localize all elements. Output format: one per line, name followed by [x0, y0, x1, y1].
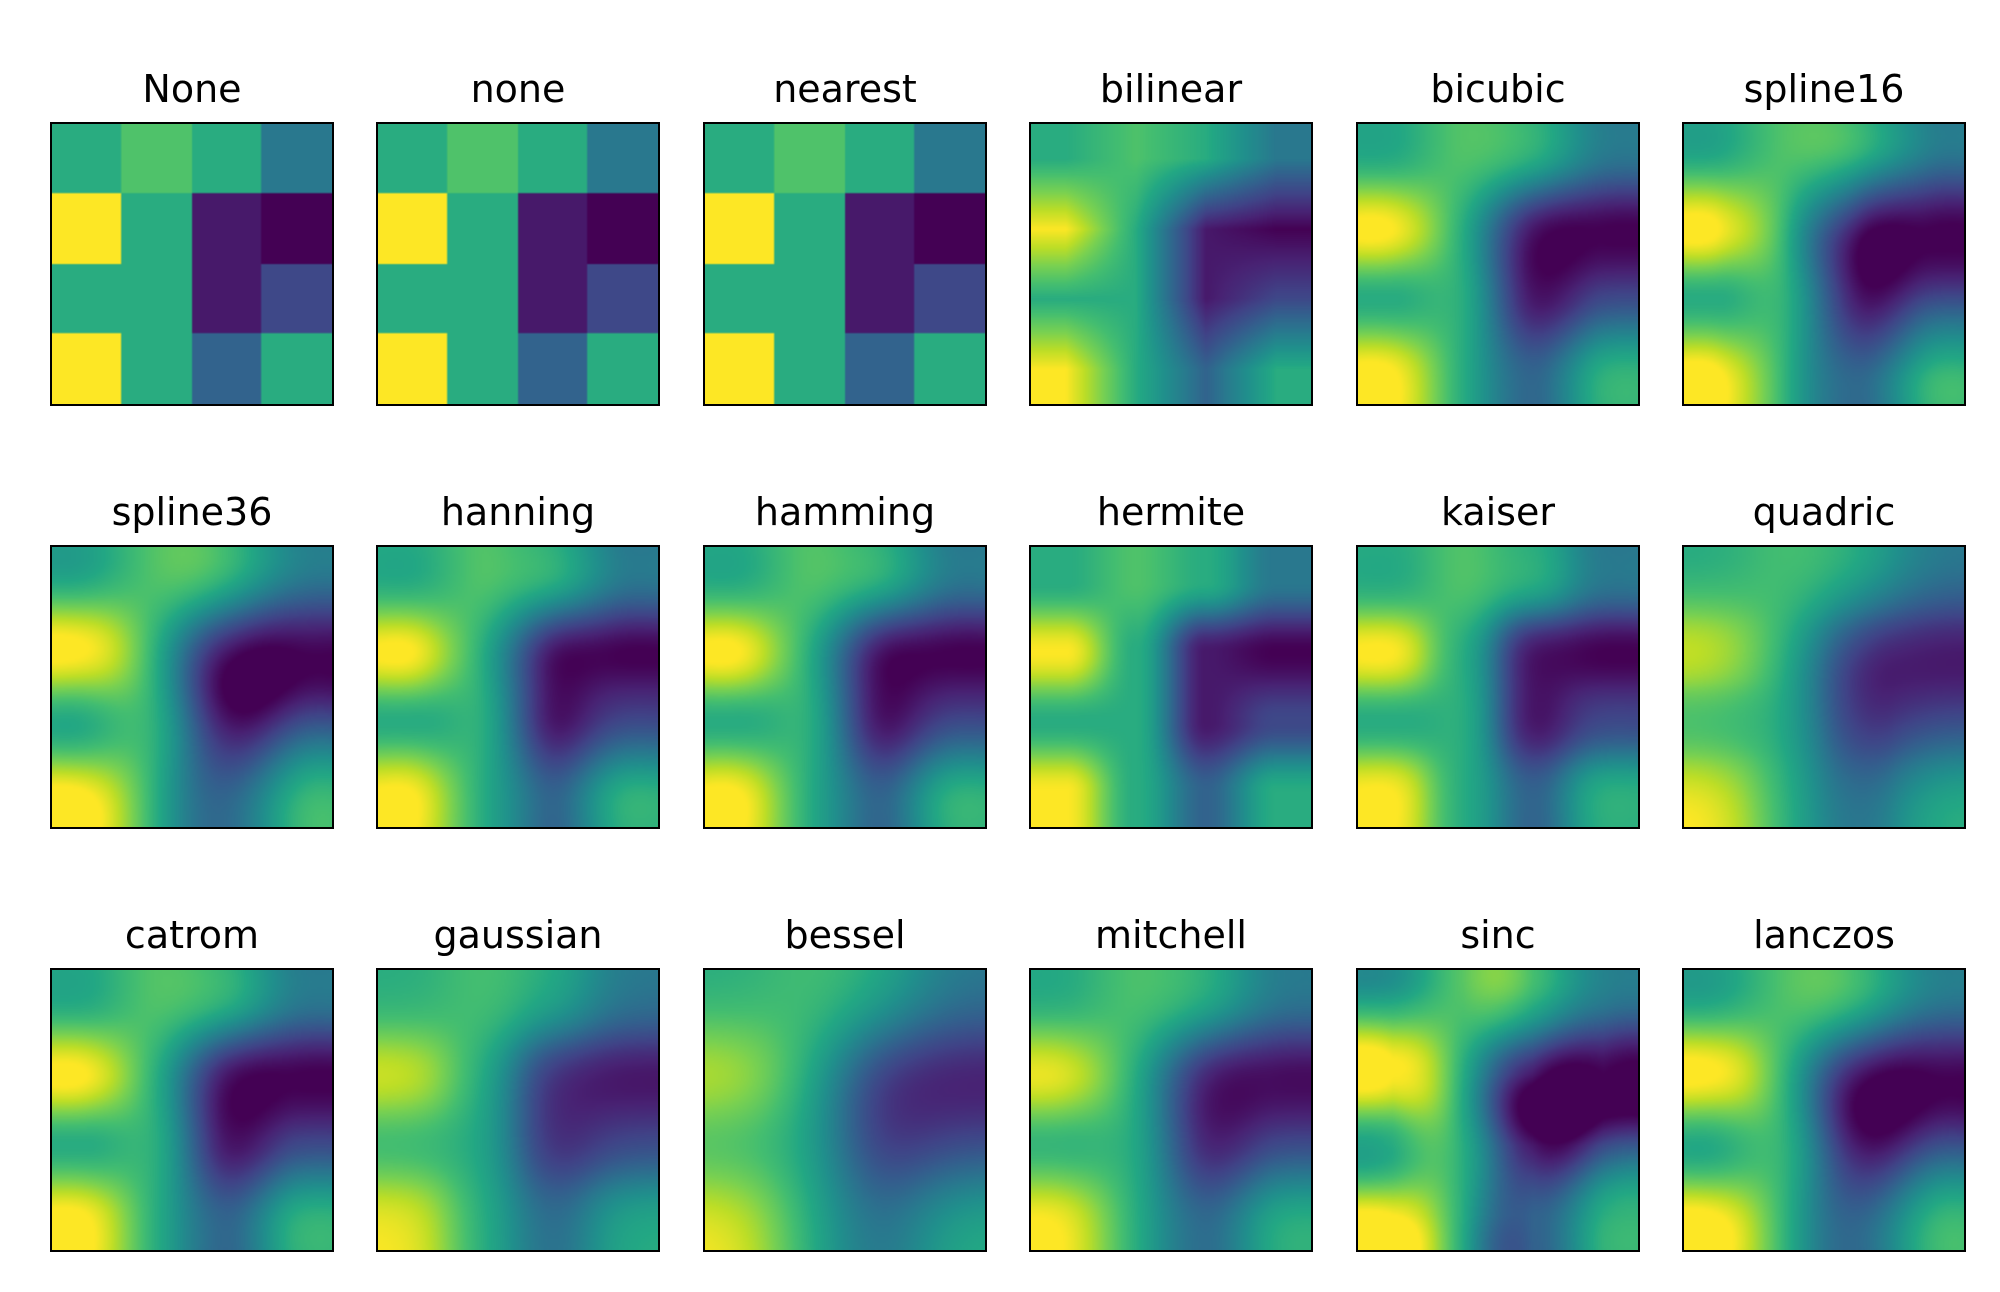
heatmap-image	[50, 122, 334, 406]
heatmap-image	[50, 545, 334, 829]
heatmap-image	[1682, 968, 1966, 1252]
panel-title: quadric	[1752, 490, 1896, 534]
heatmap-image	[1356, 968, 1640, 1252]
panel-title: hermite	[1096, 490, 1246, 534]
panel-title: none	[470, 67, 566, 111]
panel-title: kaiser	[1441, 490, 1555, 534]
heatmap-image	[1356, 122, 1640, 406]
panel-title: bicubic	[1430, 67, 1566, 111]
panel-title: catrom	[124, 913, 260, 957]
heatmap-image	[1682, 122, 1966, 406]
panel-title: lanczos	[1753, 913, 1895, 957]
panel-title: hamming	[754, 490, 936, 534]
heatmap-image	[376, 968, 660, 1252]
heatmap-image	[50, 968, 334, 1252]
heatmap-image	[1029, 122, 1313, 406]
panel-title: spline36	[111, 490, 273, 534]
panel-title: bilinear	[1099, 67, 1243, 111]
heatmap-image	[1029, 545, 1313, 829]
panel-title: bessel	[784, 913, 906, 957]
panel-title: hanning	[440, 490, 596, 534]
heatmap-image	[1356, 545, 1640, 829]
heatmap-image	[703, 968, 987, 1252]
heatmap-image	[376, 122, 660, 406]
heatmap-image	[376, 545, 660, 829]
heatmap-image	[703, 122, 987, 406]
heatmap-image	[703, 545, 987, 829]
panel-title: None	[142, 67, 242, 111]
panel-title: spline16	[1743, 67, 1905, 111]
heatmap-image	[1682, 545, 1966, 829]
heatmap-image	[1029, 968, 1313, 1252]
panel-title: gaussian	[433, 913, 603, 957]
panel-title: nearest	[773, 67, 917, 111]
panel-title: sinc	[1460, 913, 1536, 957]
panel-title: mitchell	[1095, 913, 1247, 957]
